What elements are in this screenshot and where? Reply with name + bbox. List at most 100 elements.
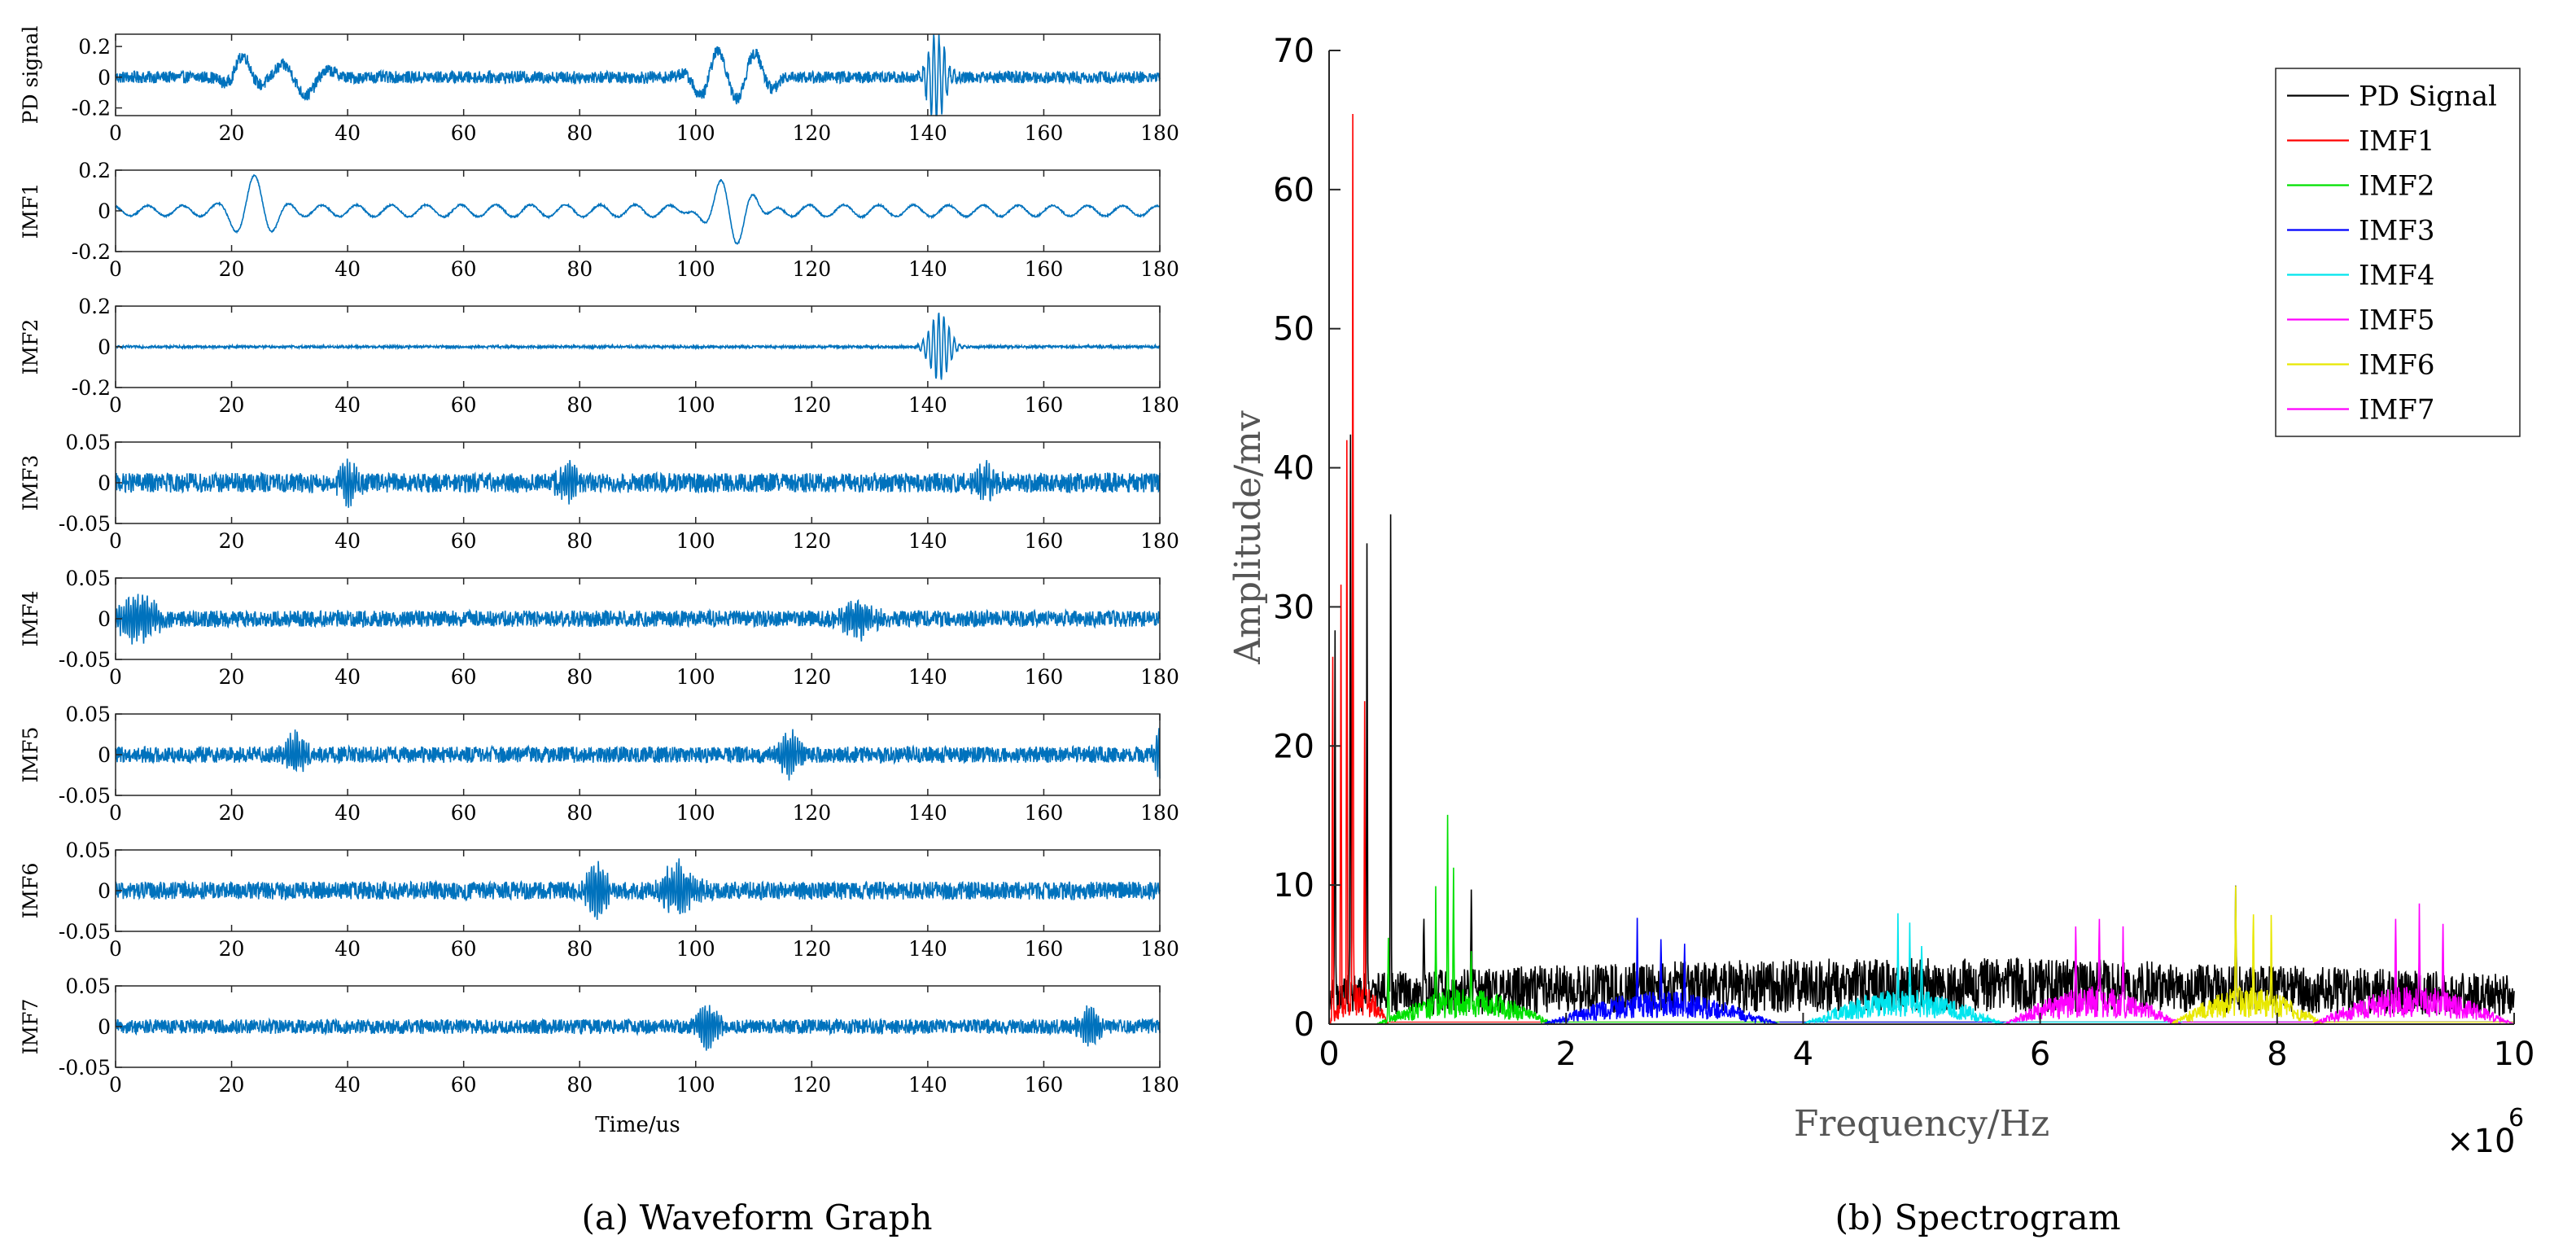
x-tick-label: 180 xyxy=(1140,121,1179,145)
y-tick-label: 30 xyxy=(1273,589,1314,626)
y-tick-label: -0.2 xyxy=(72,97,111,120)
y-tick-label: 0 xyxy=(1294,1006,1314,1044)
x-tick-label: 140 xyxy=(908,257,947,281)
x-tick-label: 80 xyxy=(566,937,593,961)
legend-entry: PD Signal xyxy=(2359,81,2497,113)
x-tick-label: 40 xyxy=(335,529,361,553)
waveform-axes-box xyxy=(115,169,1161,252)
x-tick-label: 160 xyxy=(1025,529,1064,553)
x-tick-label: 40 xyxy=(335,665,361,689)
y-tick-label: 0.2 xyxy=(78,35,111,59)
x-tick-label: 2 xyxy=(1555,1036,1576,1073)
y-tick-label: -0.05 xyxy=(59,512,111,536)
x-tick-label: 180 xyxy=(1140,665,1179,689)
legend-box xyxy=(2275,68,2521,437)
x-tick-label: 40 xyxy=(335,121,361,145)
x-tick-label: 20 xyxy=(219,937,245,961)
x-tick-label: 140 xyxy=(908,665,947,689)
y-tick-label: -0.05 xyxy=(59,784,111,808)
x-tick-label: 80 xyxy=(566,393,593,417)
x-tick-label: 120 xyxy=(792,121,831,145)
y-tick-label: 40 xyxy=(1273,450,1314,488)
waveform-trace xyxy=(115,593,1161,645)
x-tick-label: 160 xyxy=(1025,937,1064,961)
spectrogram-caption: (b) Spectrogram xyxy=(1835,1198,2120,1237)
y-tick-label: -0.05 xyxy=(59,1056,111,1080)
subplot-ylabel: IMF7 xyxy=(19,999,42,1055)
x-tick-label: 160 xyxy=(1025,665,1064,689)
subplot-ylabel: PD signal xyxy=(19,26,42,125)
legend-entry: IMF6 xyxy=(2359,349,2434,382)
x-tick-label: 20 xyxy=(219,257,245,281)
x-tick-label: 160 xyxy=(1025,393,1064,417)
waveform-trace xyxy=(115,33,1161,116)
spectrum-traces xyxy=(1328,113,2515,1026)
x-tick-label: 20 xyxy=(219,121,245,145)
x-tick-label: 40 xyxy=(335,393,361,417)
x-tick-label: 8 xyxy=(2267,1036,2287,1073)
x-tick-label: 40 xyxy=(335,801,361,825)
x-tick-label: 20 xyxy=(219,1073,245,1097)
x-tick-label: 0 xyxy=(109,937,122,961)
y-tick-label: 70 xyxy=(1273,33,1314,70)
x-exponent-power: 6 xyxy=(2508,1104,2524,1132)
x-tick-label: 160 xyxy=(1025,121,1064,145)
x-tick-label: 100 xyxy=(676,257,715,281)
x-tick-label: 0 xyxy=(109,801,122,825)
x-tick-label: 100 xyxy=(676,393,715,417)
y-tick-label: 50 xyxy=(1273,311,1314,348)
subplot-ylabel: IMF5 xyxy=(19,727,42,783)
x-tick-label: 60 xyxy=(451,121,477,145)
x-tick-label: 80 xyxy=(566,121,593,145)
x-tick-label: 60 xyxy=(451,529,477,553)
x-tick-label: 120 xyxy=(792,801,831,825)
x-tick-label: 160 xyxy=(1025,801,1064,825)
x-exponent-label: ×10 xyxy=(2447,1123,2515,1160)
x-tick-label: 100 xyxy=(676,665,715,689)
spectrum-panel: 0 2 4 6 8 10 0 10 20 30 40 50 60 70 Frequency/Hz Amplit… xyxy=(1227,33,2534,1160)
x-tick-label: 80 xyxy=(566,529,593,553)
x-tick-label: 60 xyxy=(451,257,477,281)
x-tick-label: 0 xyxy=(109,665,122,689)
x-tick-label: 100 xyxy=(676,121,715,145)
subplot-ylabel: IMF1 xyxy=(19,183,42,239)
x-tick-label: 20 xyxy=(219,665,245,689)
x-tick-label: 6 xyxy=(2030,1036,2050,1073)
x-tick-label: 140 xyxy=(908,801,947,825)
y-tick-label: 60 xyxy=(1273,172,1314,209)
x-tick-label: 180 xyxy=(1140,393,1179,417)
y-tick-label: 0.05 xyxy=(65,839,111,862)
x-tick-label: 20 xyxy=(219,393,245,417)
x-tick-label: 100 xyxy=(676,801,715,825)
x-tick-label: 100 xyxy=(676,937,715,961)
x-tick-label: 80 xyxy=(566,257,593,281)
y-tick-label: 0 xyxy=(98,743,111,767)
series-trace-imf6 xyxy=(2170,886,2325,1026)
y-tick-label: 0.05 xyxy=(65,975,111,998)
subplot-ylabel: IMF3 xyxy=(19,455,42,511)
y-tick-label: 0.05 xyxy=(65,567,111,590)
waveform-subplot-1: 0 20 40 60 80 100 120 140 160 180-0.200.2PD signa… xyxy=(19,26,1179,145)
x-tick-label: 40 xyxy=(335,937,361,961)
x-tick-label: 0 xyxy=(109,393,122,417)
x-tick-label: 60 xyxy=(451,801,477,825)
subplot-ylabel: IMF4 xyxy=(19,591,42,647)
x-tick-label: 180 xyxy=(1140,257,1179,281)
series-trace-pd-signal xyxy=(1328,434,2515,1018)
x-tick-label: 120 xyxy=(792,257,831,281)
x-tick-label: 160 xyxy=(1025,257,1064,281)
x-tick-label: 0 xyxy=(109,257,122,281)
x-tick-label: 180 xyxy=(1140,1073,1179,1097)
x-tick-label: 4 xyxy=(1793,1036,1813,1073)
y-tick-label: 0 xyxy=(98,199,111,223)
x-tick-label: 160 xyxy=(1025,1073,1064,1097)
legend-entry: IMF1 xyxy=(2359,125,2434,158)
y-tick-label: -0.2 xyxy=(72,376,111,400)
x-tick-label: 180 xyxy=(1140,529,1179,553)
